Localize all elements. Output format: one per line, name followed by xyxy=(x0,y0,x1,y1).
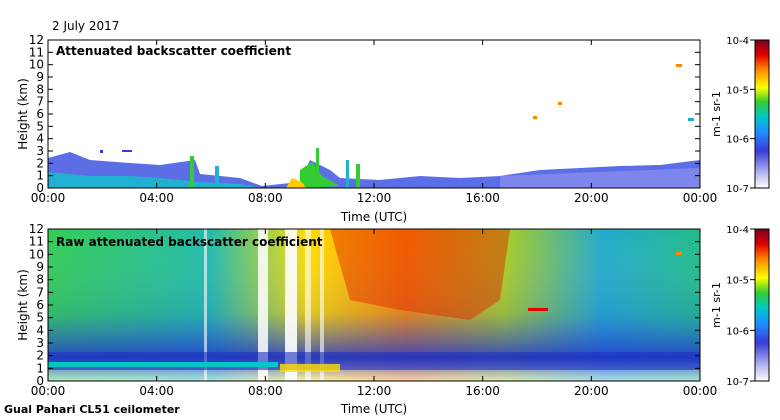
colorbar-tick-label: 10-4 xyxy=(726,225,749,236)
x-tick-label: 20:00 xyxy=(574,384,609,398)
panel1-xlabel: Time (UTC) xyxy=(340,210,407,224)
x-tick-label: 16:00 xyxy=(465,384,500,398)
x-tick-label: 20:00 xyxy=(574,191,609,205)
panel2-xlabel: Time (UTC) xyxy=(340,402,407,416)
x-tick-label: 00:00 xyxy=(31,384,66,398)
colorbar-tick-label: 10-7 xyxy=(726,184,749,195)
x-tick-label: 04:00 xyxy=(139,191,174,205)
aerosol-layer xyxy=(48,64,700,188)
colorbar-tick-label: 10-6 xyxy=(726,135,749,146)
y-tick-label: 6 xyxy=(36,107,44,121)
footer-label: Gual Pahari CL51 ceilometer xyxy=(4,403,180,416)
y-tick-label: 3 xyxy=(36,336,44,350)
y-tick-label: 4 xyxy=(36,323,44,337)
panel2-ylabel: Height (km) xyxy=(16,269,30,340)
panel1-title: Attenuated backscatter coefficient xyxy=(56,44,291,58)
colorbar-1 xyxy=(754,39,770,189)
colorbar-2-label: m-1 sr-1 xyxy=(710,282,723,328)
colorbar-1-label: m-1 sr-1 xyxy=(710,91,723,137)
y-tick-label: 11 xyxy=(29,235,44,249)
colorbar-tick-label: 10-5 xyxy=(726,85,749,96)
y-tick-label: 2 xyxy=(36,349,44,363)
x-tick-label: 00:00 xyxy=(31,191,66,205)
x-tick-label: 12:00 xyxy=(357,384,392,398)
y-tick-label: 9 xyxy=(36,260,44,274)
y-tick-label: 6 xyxy=(36,298,44,312)
y-tick-label: 4 xyxy=(36,132,44,146)
colorbar-tick-label: 10-4 xyxy=(726,36,749,47)
y-tick-label: 10 xyxy=(29,247,44,261)
date-label: 2 July 2017 xyxy=(52,19,119,33)
y-tick-label: 11 xyxy=(29,45,44,59)
x-tick-label: 04:00 xyxy=(139,384,174,398)
y-tick-label: 2 xyxy=(36,156,44,170)
x-tick-label: 00:00 xyxy=(683,384,718,398)
y-tick-label: 3 xyxy=(36,144,44,158)
y-tick-label: 7 xyxy=(36,95,44,109)
panel2-title: Raw attenuated backscatter coefficient xyxy=(56,235,323,249)
x-tick-label: 00:00 xyxy=(683,191,718,205)
x-tick-label: 08:00 xyxy=(248,384,283,398)
colorbar-2 xyxy=(754,228,770,382)
y-tick-label: 0 xyxy=(36,181,44,195)
y-tick-label: 7 xyxy=(36,285,44,299)
y-tick-label: 0 xyxy=(36,374,44,388)
panel-attenuated: Attenuated backscatter coefficient Time … xyxy=(16,33,770,224)
y-tick-label: 10 xyxy=(29,58,44,72)
raw-features xyxy=(48,229,700,381)
y-tick-label: 12 xyxy=(29,222,44,236)
y-tick-label: 12 xyxy=(29,33,44,47)
plot-area xyxy=(48,40,700,188)
x-tick-label: 16:00 xyxy=(465,191,500,205)
y-tick-label: 9 xyxy=(36,70,44,84)
y-tick-label: 8 xyxy=(36,273,44,287)
x-tick-label: 12:00 xyxy=(357,191,392,205)
y-tick-label: 8 xyxy=(36,82,44,96)
x-tick-label: 08:00 xyxy=(248,191,283,205)
y-tick-label: 1 xyxy=(36,361,44,375)
panel1-ylabel: Height (km) xyxy=(16,78,30,149)
y-tick-label: 5 xyxy=(36,119,44,133)
panel-raw: Raw attenuated backscatter coefficient T… xyxy=(16,222,770,416)
colorbar-tick-label: 10-5 xyxy=(726,276,749,287)
y-tick-label: 5 xyxy=(36,311,44,325)
colorbar-tick-label: 10-6 xyxy=(726,326,749,337)
y-tick-label: 1 xyxy=(36,169,44,183)
colorbar-tick-label: 10-7 xyxy=(726,377,749,388)
